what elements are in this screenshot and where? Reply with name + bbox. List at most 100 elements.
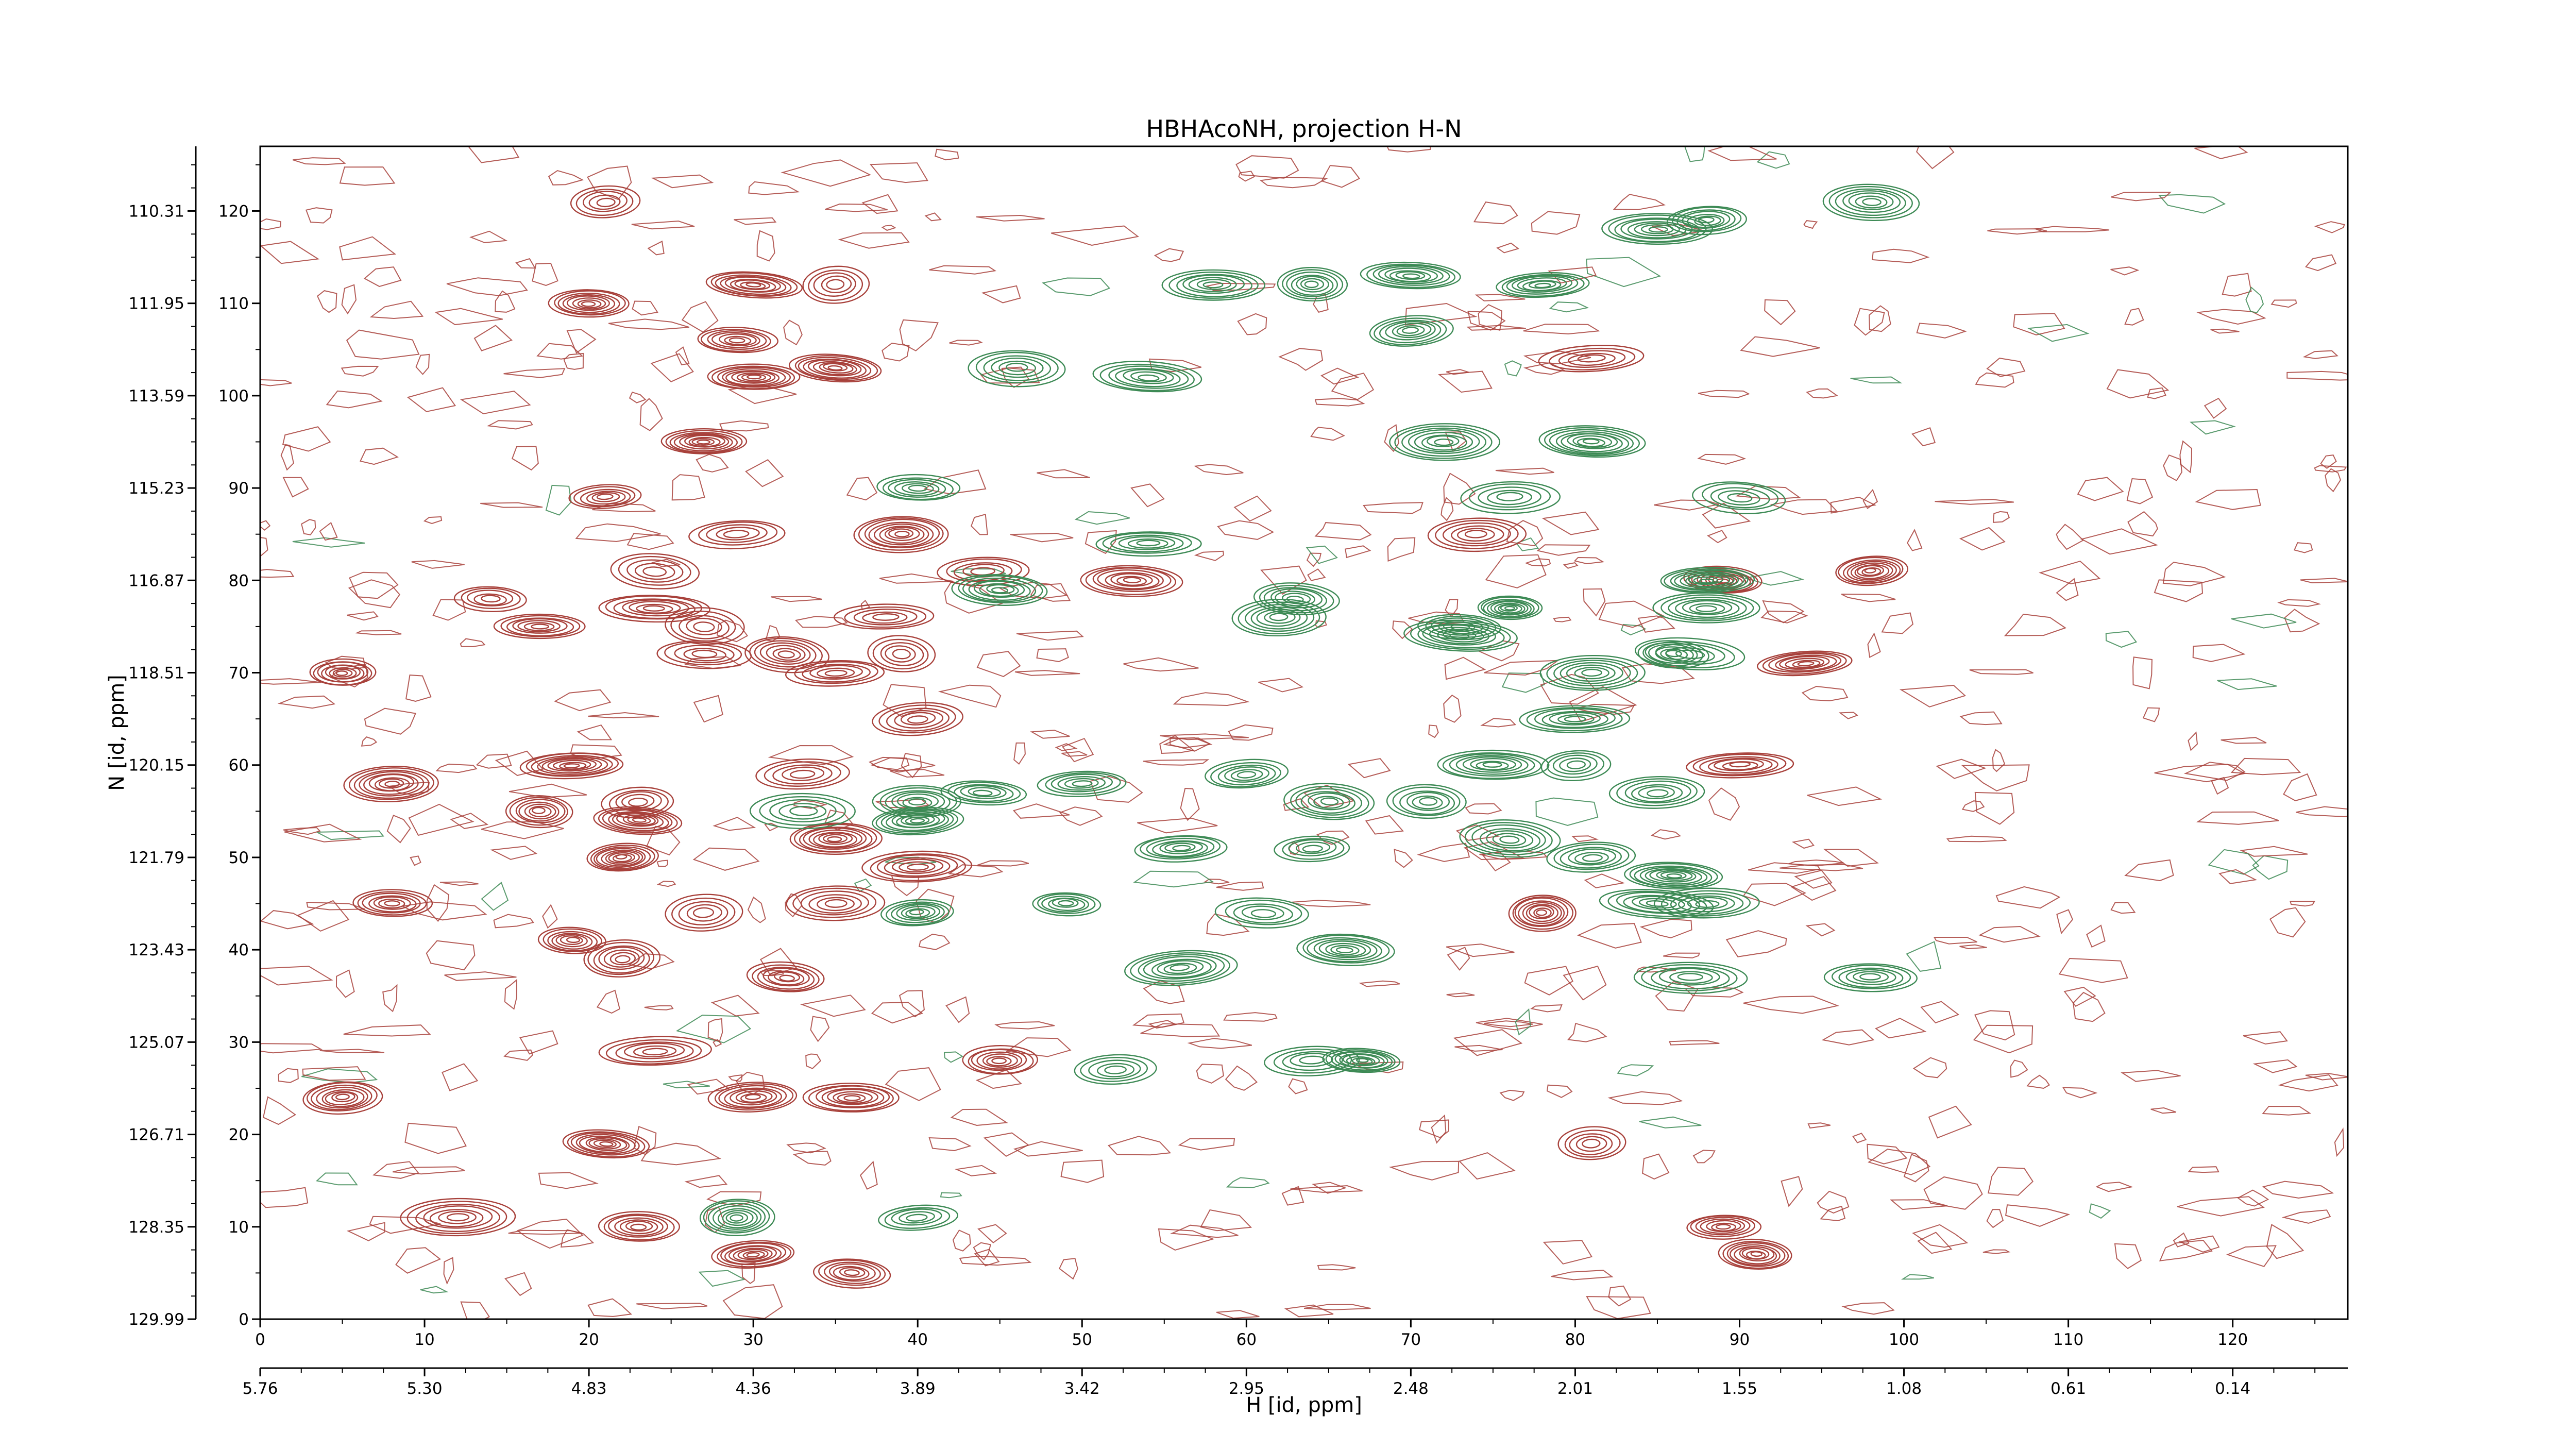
- contour-level: [1138, 374, 1160, 382]
- contour-level: [905, 816, 930, 825]
- contour-level: [819, 362, 854, 374]
- contour-level: [1846, 561, 1897, 582]
- contour-level: [1496, 272, 1590, 298]
- contour-level: [1291, 275, 1334, 296]
- contour-level: [769, 799, 837, 822]
- noise-contour: [486, 420, 533, 430]
- contour-level: [368, 895, 417, 913]
- contour-level: [1159, 841, 1203, 854]
- y-index-axis: 0 10 20 30 40 50 60 70 80 90 100 110 120: [218, 164, 260, 1329]
- noise-contour: [1620, 624, 1647, 636]
- contour-level: [800, 890, 869, 916]
- contour-level: [693, 621, 715, 632]
- noise-contour: [2089, 1203, 2111, 1219]
- noise-contour: [2183, 762, 2246, 781]
- noise-contour: [2208, 849, 2260, 875]
- contour-level: [827, 836, 842, 843]
- contour-level: [1037, 893, 1096, 914]
- contour-level: [329, 667, 357, 679]
- contour-level: [1136, 540, 1161, 547]
- noise-contour: [2086, 924, 2106, 948]
- contour-level: [1408, 429, 1480, 454]
- contour-level: [901, 905, 936, 919]
- positive-peak: [705, 271, 803, 299]
- noise-contour: [1756, 151, 1790, 169]
- contour-level: [406, 1201, 507, 1234]
- noise-contour: [1586, 1296, 1651, 1319]
- contour-level: [570, 1132, 640, 1156]
- noise-contour: [339, 166, 396, 186]
- noise-contour: [2010, 1059, 2028, 1078]
- noise-contour: [2106, 369, 2170, 399]
- contour-level: [718, 1085, 787, 1109]
- contour-level: [669, 432, 738, 453]
- contour-level: [307, 1082, 378, 1111]
- noise-contour: [1010, 532, 1074, 543]
- x-ppm-tick-label: 4.83: [571, 1379, 607, 1398]
- noise-contour: [260, 966, 333, 986]
- noise-contour: [561, 1229, 595, 1248]
- contour-level: [1088, 1059, 1141, 1080]
- contour-level: [747, 374, 762, 380]
- contour-level: [878, 1204, 958, 1231]
- noise-contour: [1310, 427, 1345, 441]
- contour-level: [1514, 897, 1569, 927]
- contour-level: [719, 333, 757, 346]
- negative-peak: [872, 806, 964, 836]
- noise-contour: [1735, 485, 1801, 500]
- noise-contour: [805, 1053, 821, 1069]
- noise-contour: [1801, 685, 1849, 702]
- noise-contour: [868, 756, 910, 770]
- noise-contour: [1446, 992, 1475, 998]
- contour-level: [711, 365, 795, 390]
- contour-level: [461, 587, 521, 609]
- contour-level: [1518, 900, 1565, 926]
- noise-contour: [713, 817, 756, 831]
- contour-level: [1434, 439, 1454, 446]
- noise-contour: [1567, 1022, 1607, 1042]
- contour-level: [1225, 899, 1302, 925]
- contour-level: [1202, 281, 1224, 289]
- positive-peak: [343, 766, 439, 803]
- contour-level: [807, 359, 862, 377]
- noise-contour: [1744, 571, 1805, 586]
- noise-contour: [824, 810, 854, 831]
- noise-contour: [765, 625, 781, 642]
- noise-contour: [339, 236, 397, 261]
- contour-level: [1151, 958, 1212, 979]
- contour-level: [1633, 962, 1748, 994]
- noise-contour: [1289, 900, 1371, 907]
- noise-contour: [1869, 305, 1891, 332]
- contour-level: [1616, 891, 1701, 914]
- noise-contour: [395, 1247, 442, 1274]
- noise-contour: [511, 446, 539, 471]
- contour-level: [754, 640, 817, 668]
- contour-level: [1845, 969, 1896, 985]
- noise-contour: [707, 1018, 723, 1042]
- noise-contour: [2284, 609, 2320, 633]
- noise-contour: [651, 174, 714, 189]
- contour-level: [1678, 895, 1735, 913]
- noise-contour: [1838, 712, 1858, 719]
- contour-level: [1660, 890, 1751, 917]
- contour-level: [1263, 587, 1327, 612]
- negative-peak: [1037, 770, 1127, 797]
- contour-level: [1718, 1238, 1792, 1270]
- noise-contour: [626, 533, 674, 550]
- negative-peak: [1264, 1046, 1360, 1076]
- contour-level: [531, 755, 613, 777]
- y-index-tick-label: 20: [229, 1126, 249, 1144]
- noise-contour: [949, 340, 983, 346]
- noise-contour: [481, 882, 509, 911]
- contour-level: [1449, 753, 1535, 777]
- contour-level: [1104, 1065, 1127, 1074]
- contour-level: [998, 360, 1036, 376]
- contour-level: [816, 1085, 890, 1108]
- contour-level: [1372, 264, 1450, 286]
- noise-contour: [1443, 473, 1476, 505]
- noise-contour: [1852, 1133, 1867, 1143]
- noise-contour: [1225, 1065, 1258, 1091]
- contour-level: [880, 899, 954, 926]
- noise-contour: [1872, 248, 1930, 263]
- contour-level: [1645, 641, 1735, 668]
